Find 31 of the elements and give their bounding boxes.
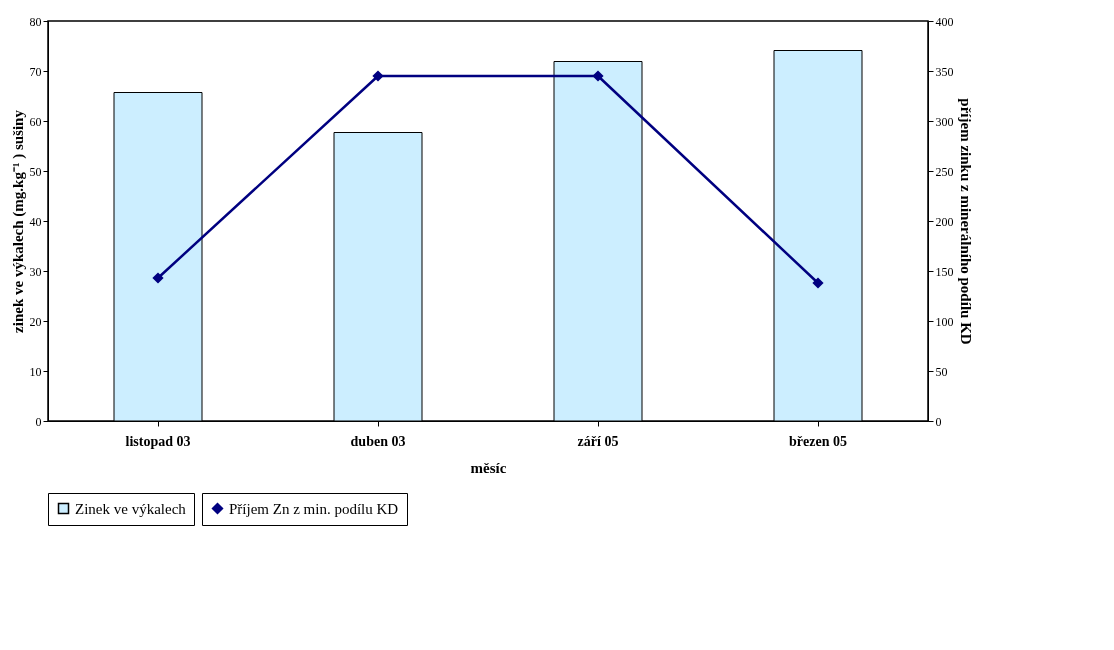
y2-tick-label: 50 [935,364,948,379]
y-tick-label: 30 [29,264,42,279]
point [152,272,164,284]
y2-tick-label: 300 [935,114,954,129]
y-tick-label: 60 [29,114,42,129]
y2-tick-label: 250 [935,164,954,179]
legend-label: Zinek ve výkalech [75,500,187,517]
y2-tick-label: 350 [935,64,954,79]
x-axis-title: měsíc [470,459,507,476]
y-tick-label: 50 [29,164,42,179]
x-tick-label: březen 05 [789,433,847,449]
y-tick-label: 40 [29,214,42,229]
point [812,277,824,289]
y2-tick-label: 200 [935,214,954,229]
y2-tick-label: 0 [935,414,942,429]
y-tick-label: 10 [29,364,42,379]
y-axis-title: zinek ve výkalech (mg.kg⁻¹ ) sušiny [9,109,27,333]
y2-axis-title: příjem zinku z minerálního podílu KD [957,98,974,345]
x-tick-label: listopad 03 [125,433,191,449]
legend-label: Příjem Zn z min. podílu KD [229,500,399,517]
y2-tick-label: 400 [935,14,954,29]
y-tick-label: 20 [29,314,42,329]
point [372,70,384,82]
y2-tick-label: 100 [935,314,954,329]
y-tick-label: 0 [35,414,42,429]
y-tick-label: 70 [29,64,42,79]
y-tick-label: 80 [29,14,42,29]
x-tick-label: duben 03 [350,433,406,449]
y2-tick-label: 150 [935,264,954,279]
x-tick-label: září 05 [577,433,619,449]
point [592,70,604,82]
